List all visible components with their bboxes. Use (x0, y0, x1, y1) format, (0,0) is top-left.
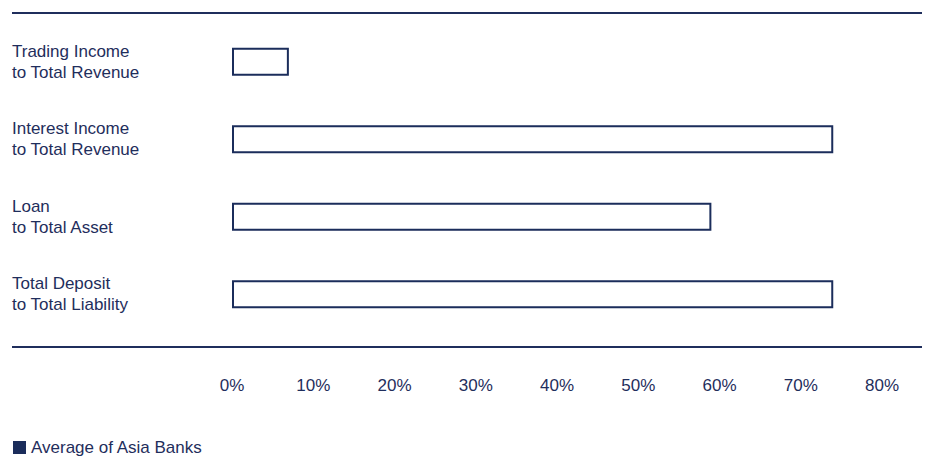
svg-text:Interest Income: Interest Income (12, 119, 129, 138)
svg-text:70%: 70% (784, 376, 818, 395)
svg-text:10%: 10% (296, 376, 330, 395)
svg-text:Average of Asia Banks: Average of Asia Banks (31, 438, 202, 457)
svg-text:Loan: Loan (12, 197, 50, 216)
svg-text:to Total Revenue: to Total Revenue (12, 140, 139, 159)
svg-text:to Total Asset: to Total Asset (12, 218, 113, 237)
svg-text:to Total Revenue: to Total Revenue (12, 63, 139, 82)
svg-text:0%: 0% (220, 376, 245, 395)
svg-text:to Total Liability: to Total Liability (12, 295, 128, 314)
svg-text:80%: 80% (865, 376, 899, 395)
svg-text:30%: 30% (459, 376, 493, 395)
svg-text:Trading Income: Trading Income (12, 42, 129, 61)
svg-text:Total Deposit: Total Deposit (12, 274, 111, 293)
svg-text:60%: 60% (702, 376, 736, 395)
svg-text:20%: 20% (377, 376, 411, 395)
svg-text:40%: 40% (540, 376, 574, 395)
svg-text:50%: 50% (621, 376, 655, 395)
